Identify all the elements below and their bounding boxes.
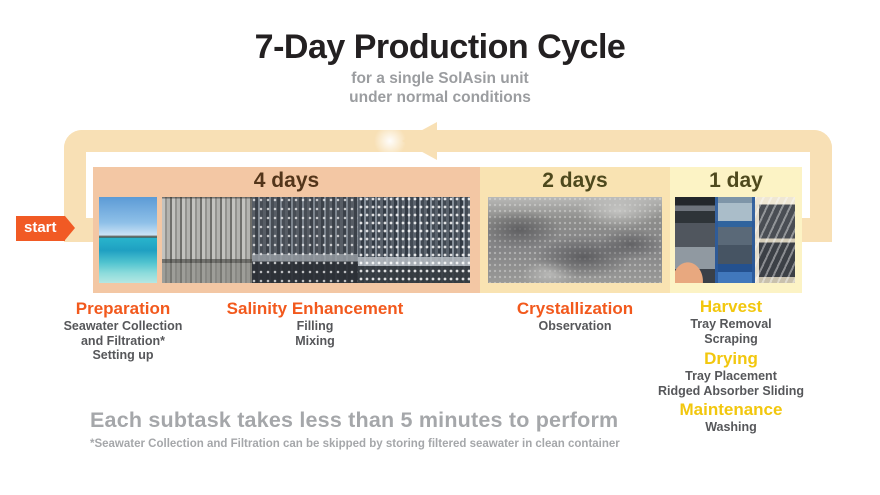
phase-heading: Maintenance: [679, 400, 783, 419]
segment-4-days: 4 days: [93, 167, 480, 293]
phase-task: Ridged Absorber Sliding: [657, 383, 805, 398]
photo-strip-harvest: [675, 197, 795, 283]
phase-heading: Preparation: [75, 299, 171, 318]
subtask-duration-note: Each subtask takes less than 5 minutes t…: [90, 408, 619, 432]
segment-2-days: 2 days: [480, 167, 670, 293]
footnote: *Seawater Collection and Filtration can …: [90, 438, 620, 450]
phase-drying: Drying Tray Placement Ridged Absorber Sl…: [650, 349, 812, 398]
phase-task: Washing: [705, 420, 757, 434]
start-badge: start: [16, 216, 74, 241]
segment-1-day: 1 day: [670, 167, 802, 293]
photo-ridged-absorber-day2: [252, 197, 358, 283]
phase-task: Seawater Collection: [63, 319, 183, 333]
photo-maintenance: [755, 197, 795, 283]
phase-task: Setting up: [92, 348, 154, 362]
photo-strip-salinity: [162, 197, 470, 283]
photo-ridged-absorber-day4: [358, 197, 470, 283]
phase-heading: Crystallization: [516, 299, 634, 318]
start-badge-label: start: [24, 219, 57, 236]
segment-duration-label: 1 day: [709, 169, 763, 192]
photo-crystallization: [488, 197, 662, 283]
phase-heading: Drying: [704, 349, 758, 368]
page-title: 7-Day Production Cycle: [254, 28, 626, 66]
photo-drying-tray: [715, 197, 755, 283]
phase-crystallization: Crystallization Observation: [495, 299, 655, 334]
subtitle-line-1: for a single SolAsin unit: [351, 70, 529, 87]
phase-preparation: Preparation Seawater Collection and Filt…: [53, 299, 193, 363]
phase-task: Mixing: [295, 333, 335, 348]
cycle-loop-band: [64, 130, 832, 242]
segment-duration-label: 2 days: [542, 169, 608, 192]
photo-seawater-collection: [99, 197, 157, 283]
cycle-arrowhead-icon: [402, 122, 437, 160]
phase-heading: Harvest: [699, 297, 763, 316]
segment-duration-label: 4 days: [253, 169, 320, 192]
photo-harvest: [675, 197, 715, 283]
phase-harvest: Harvest Tray Removal Scraping: [650, 297, 812, 346]
cycle-loop-fade: [374, 125, 406, 157]
subtitle-line-2: under normal conditions: [349, 89, 531, 106]
phase-task: Tray Placement: [685, 369, 777, 383]
phase-task: Scraping: [704, 331, 758, 346]
timeline: 4 days 2 days 1 day: [93, 167, 802, 293]
phase-heading: Salinity Enhancement: [226, 299, 404, 318]
phase-task: and Filtration*: [80, 333, 166, 348]
phase-salinity-enhancement: Salinity Enhancement Filling Mixing: [225, 299, 405, 348]
phase-task: Observation: [538, 319, 612, 333]
phase-task: Filling: [296, 319, 334, 333]
photo-ridged-absorber-day1: [162, 197, 252, 283]
phase-maintenance: Maintenance Washing: [650, 400, 812, 435]
phase-task: Tray Removal: [690, 317, 772, 331]
